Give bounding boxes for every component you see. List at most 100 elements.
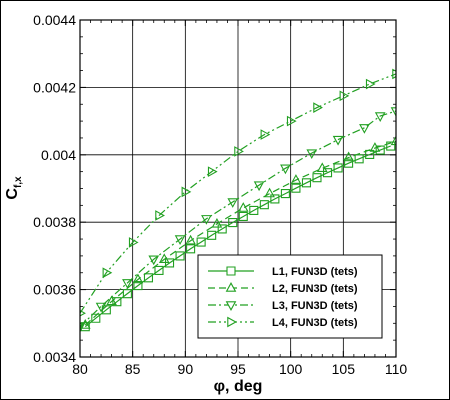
legend-label-l3: L3, FUN3D (tets) <box>272 300 358 312</box>
series-marker-l4 <box>128 237 139 248</box>
series-line-l3 <box>80 110 396 328</box>
x-tick-label: 85 <box>125 361 141 377</box>
series-marker-l3 <box>227 198 239 208</box>
y-tick-label: 0.0034 <box>33 349 76 365</box>
x-tick-label: 80 <box>72 361 88 377</box>
series-marker-l1 <box>249 205 259 215</box>
series-marker-l3 <box>174 235 186 245</box>
series-marker-l1 <box>196 237 206 247</box>
series-marker-l4 <box>102 267 113 279</box>
series-marker-l1 <box>259 200 269 210</box>
series-marker-l1 <box>122 289 132 299</box>
series-marker-l2 <box>158 253 170 264</box>
series-marker-l4 <box>80 309 86 317</box>
y-tick-label: 0.004 <box>41 147 76 163</box>
series-marker-l1 <box>164 258 175 268</box>
x-tick-label: 100 <box>279 361 303 377</box>
series-marker-l1 <box>344 158 354 168</box>
series-marker-l3 <box>359 124 370 134</box>
series-marker-l2 <box>316 162 328 173</box>
series-marker-l4 <box>365 78 376 90</box>
series-marker-l2 <box>264 187 275 198</box>
series-marker-l3 <box>280 164 291 175</box>
series-marker-l4 <box>207 166 218 177</box>
series-marker-l3 <box>148 255 160 266</box>
series-marker-l2 <box>106 295 117 306</box>
y-tick-label: 0.0042 <box>33 79 76 95</box>
legend: L1, FUN3D (tets) L2, FUN3D (tets) L3, FUN3… <box>197 254 383 339</box>
series-marker-l2 <box>343 151 354 162</box>
series-marker-l4 <box>155 210 165 221</box>
series-marker-l1 <box>133 281 143 291</box>
series-marker-l3 <box>80 322 86 333</box>
series-marker-l2 <box>369 142 381 152</box>
series-marker-l1 <box>207 230 217 240</box>
series-marker-l1 <box>270 194 280 204</box>
series-marker-l3 <box>122 279 133 289</box>
x-tick-label: 105 <box>332 361 356 377</box>
series-marker-l3 <box>332 135 344 146</box>
svg-text:Cf,x: Cf,x <box>4 176 24 200</box>
series-marker-l2 <box>290 174 302 184</box>
series-marker-l3 <box>95 302 107 313</box>
series-marker-l1 <box>175 251 185 261</box>
series-marker-l3 <box>390 107 396 117</box>
x-axis-title: φ, deg <box>214 378 263 395</box>
legend-label-l2: L2, FUN3D (tets) <box>272 283 358 295</box>
series-marker-l3 <box>306 149 318 160</box>
series-marker-l4 <box>392 68 396 80</box>
legend-label-l1: L1, FUN3D (tets) <box>272 266 358 278</box>
series-marker-l2 <box>80 319 91 329</box>
series-marker-l1 <box>301 178 312 188</box>
series-marker-l1 <box>333 163 343 173</box>
series-marker-l4 <box>234 146 244 157</box>
series-markers <box>80 68 396 333</box>
series-marker-l4 <box>313 102 323 113</box>
series-line-l2 <box>84 140 396 326</box>
series-marker-l1 <box>322 168 333 178</box>
y-axis-title: Cf,x <box>4 176 24 200</box>
series-marker-l1 <box>112 297 122 307</box>
legend-marker-l3 <box>225 301 237 311</box>
legend-marker-l4 <box>227 316 237 328</box>
series-marker-l2 <box>132 273 144 284</box>
series-marker-l1 <box>143 273 154 283</box>
x-tick-label: 95 <box>230 361 246 377</box>
series-marker-l2 <box>211 217 223 228</box>
series-marker-l1 <box>154 265 164 275</box>
series-marker-l1 <box>186 244 196 254</box>
series-marker-l4 <box>181 186 192 198</box>
series-marker-l1 <box>101 305 111 315</box>
series-marker-l4 <box>339 90 350 102</box>
series-line-l4 <box>80 73 396 314</box>
legend-marker-l2 <box>225 282 237 292</box>
y-tick-label: 0.0044 <box>33 12 76 28</box>
x-tick-label: 90 <box>178 361 194 377</box>
x-tick-labels: 80 85 90 95 100 105 110 <box>72 361 407 377</box>
series-lines <box>80 73 396 328</box>
y-tick-labels: 0.0034 0.0036 0.0038 0.004 0.0042 0.0044 <box>33 12 76 365</box>
series-marker-l2 <box>390 135 396 146</box>
y-tick-label: 0.0036 <box>33 282 76 298</box>
series-marker-l1 <box>91 313 101 323</box>
series-marker-l1 <box>291 183 301 193</box>
series-marker-l1 <box>354 154 364 164</box>
series-marker-l3 <box>374 112 386 122</box>
plot-area-border <box>79 19 397 358</box>
series-marker-l1 <box>312 173 322 183</box>
series-marker-l2 <box>185 234 196 245</box>
legend-marker-l1 <box>226 266 236 276</box>
series-marker-l3 <box>201 215 212 225</box>
series-marker-l1 <box>217 224 227 234</box>
series-marker-l4 <box>260 129 271 140</box>
x-tick-label: 110 <box>385 361 408 377</box>
legend-label-l4: L4, FUN3D (tets) <box>272 317 358 329</box>
series-marker-l1 <box>386 141 396 151</box>
series-marker-l1 <box>280 189 290 199</box>
series-marker-l4 <box>286 115 297 127</box>
series-marker-l2 <box>237 202 249 212</box>
series-marker-l1 <box>228 217 238 228</box>
series-marker-l3 <box>253 181 265 192</box>
series-marker-l1 <box>238 211 248 222</box>
